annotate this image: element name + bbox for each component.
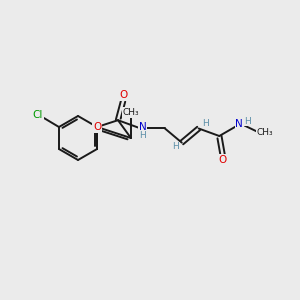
- Text: Cl: Cl: [33, 110, 43, 120]
- Text: CH₃: CH₃: [257, 128, 273, 137]
- Text: O: O: [219, 154, 227, 164]
- Text: H: H: [172, 142, 179, 151]
- Text: H: H: [139, 131, 146, 140]
- Text: O: O: [119, 90, 128, 100]
- Text: H: H: [244, 116, 251, 125]
- Text: H: H: [202, 119, 209, 128]
- Text: N: N: [139, 122, 147, 133]
- Text: CH₃: CH₃: [123, 108, 139, 117]
- Text: O: O: [93, 122, 101, 132]
- Text: N: N: [236, 119, 243, 129]
